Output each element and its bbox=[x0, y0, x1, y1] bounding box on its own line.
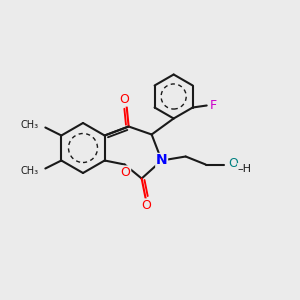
Text: N: N bbox=[156, 154, 167, 167]
Text: F: F bbox=[210, 99, 217, 112]
Text: CH₃: CH₃ bbox=[20, 121, 38, 130]
Text: O: O bbox=[120, 93, 130, 106]
Text: O: O bbox=[229, 157, 238, 170]
Text: O: O bbox=[142, 199, 152, 212]
Text: O: O bbox=[121, 166, 130, 179]
Text: CH₃: CH₃ bbox=[20, 166, 38, 176]
Text: –H: –H bbox=[238, 164, 252, 173]
